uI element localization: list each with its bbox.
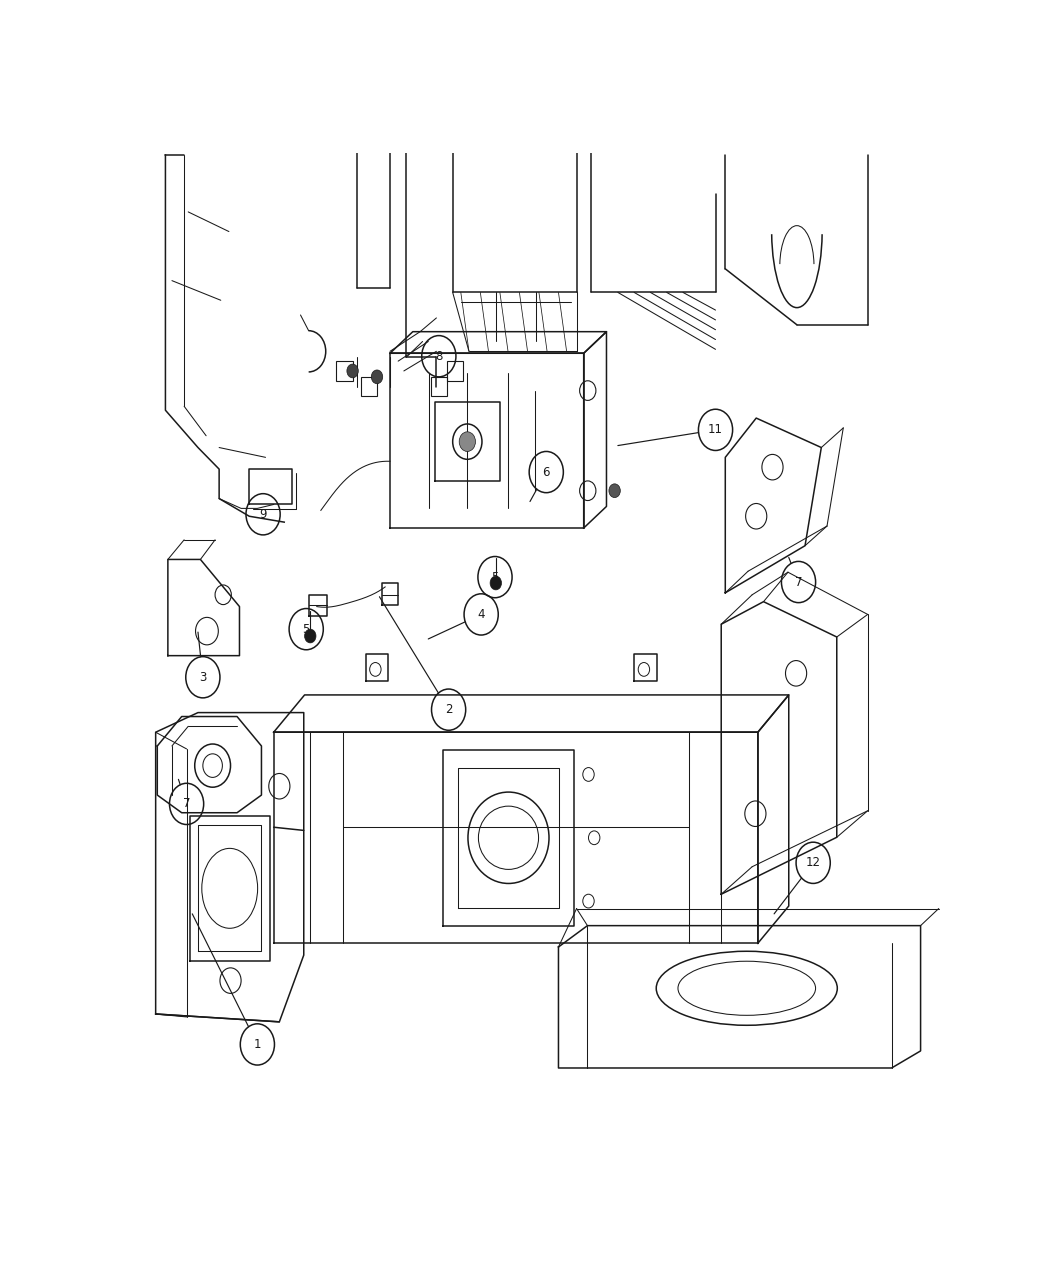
Text: 8: 8: [435, 349, 442, 362]
Text: 12: 12: [805, 857, 821, 870]
Text: 7: 7: [795, 575, 802, 589]
Bar: [430, 377, 447, 397]
Circle shape: [346, 365, 358, 377]
Bar: [447, 361, 463, 381]
Text: 6: 6: [543, 465, 550, 478]
Circle shape: [609, 483, 621, 497]
Text: 9: 9: [259, 507, 267, 520]
Text: 4: 4: [478, 608, 485, 621]
Bar: [361, 377, 377, 397]
Circle shape: [372, 370, 382, 384]
Text: 5: 5: [302, 622, 310, 636]
Text: 7: 7: [183, 797, 190, 811]
Circle shape: [304, 629, 316, 643]
Text: 1: 1: [254, 1038, 261, 1051]
Circle shape: [459, 432, 476, 451]
Circle shape: [490, 576, 502, 590]
Text: 11: 11: [708, 423, 723, 436]
Bar: [336, 361, 353, 381]
Text: 5: 5: [491, 571, 499, 584]
Text: 3: 3: [200, 671, 207, 683]
Text: 2: 2: [445, 703, 453, 717]
